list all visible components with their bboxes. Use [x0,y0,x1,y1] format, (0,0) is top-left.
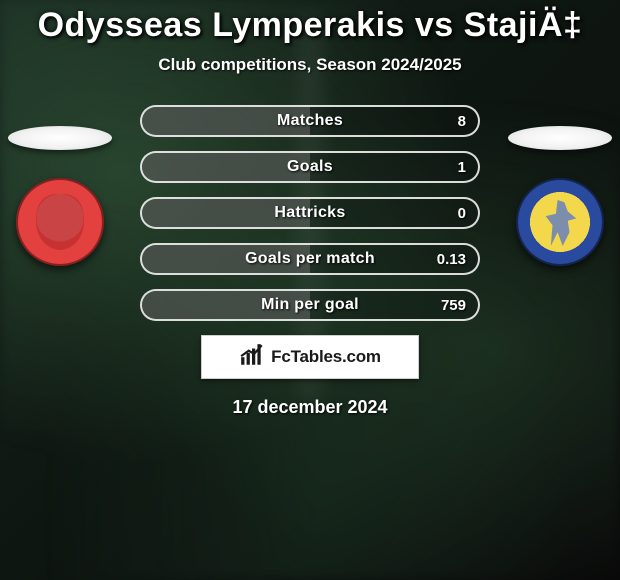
crest-left-figure [36,194,84,250]
brand-box: FcTables.com [201,335,419,379]
stat-label: Hattricks [142,204,478,222]
brand-text: FcTables.com [271,347,381,367]
stat-value: 759 [441,297,466,314]
stat-label: Goals [142,158,478,176]
stat-value: 0.13 [437,251,466,268]
page-subtitle: Club competitions, Season 2024/2025 [0,55,620,75]
stat-row: Matches 8 [140,105,480,137]
stat-row: Hattricks 0 [140,197,480,229]
player-right-platform [508,126,612,150]
stats-list: Matches 8 Goals 1 Hattricks 0 Goals per … [140,105,480,321]
page-title: Odysseas Lymperakis vs StajiÄ‡ [0,0,620,45]
stat-row: Goals per match 0.13 [140,243,480,275]
club-crest-right [516,178,604,266]
stat-row: Min per goal 759 [140,289,480,321]
stat-value: 1 [458,159,466,176]
infographic-root: Odysseas Lymperakis vs StajiÄ‡ Club comp… [0,0,620,580]
club-crest-left [16,178,104,266]
date-text: 17 december 2024 [0,397,620,418]
stat-value: 0 [458,205,466,222]
stat-value: 8 [458,113,466,130]
stat-row: Goals 1 [140,151,480,183]
chart-icon [239,342,265,373]
stat-label: Matches [142,112,478,130]
stat-label: Min per goal [142,296,478,314]
player-left-platform [8,126,112,150]
stat-label: Goals per match [142,250,478,268]
